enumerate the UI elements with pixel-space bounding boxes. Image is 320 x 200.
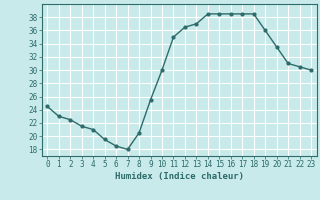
X-axis label: Humidex (Indice chaleur): Humidex (Indice chaleur) [115,172,244,181]
